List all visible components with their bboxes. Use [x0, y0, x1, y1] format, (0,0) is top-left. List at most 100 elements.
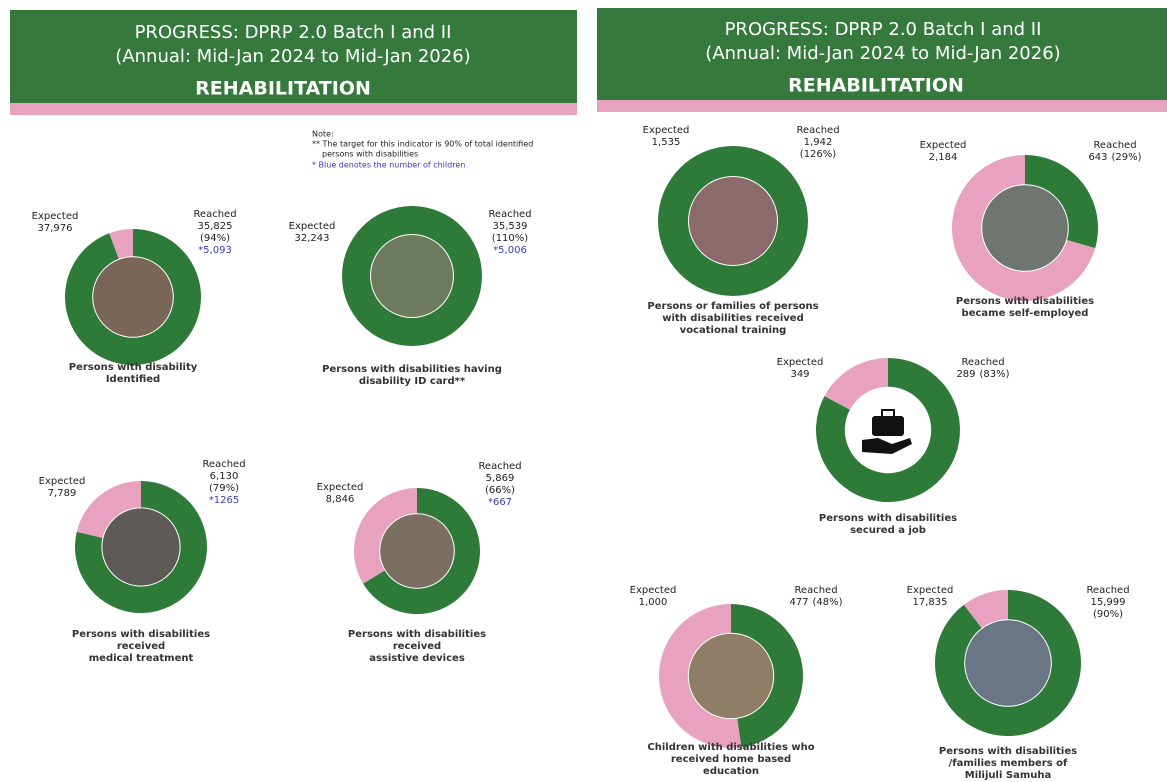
reached-arc: [658, 146, 808, 296]
chart-title: /families members of: [949, 758, 1068, 769]
header-title: PROGRESS: DPRP 2.0 Batch I and II: [135, 22, 452, 43]
reached-arc: [1025, 155, 1098, 249]
expected-label: Expected: [289, 221, 336, 232]
reached-label: Reached: [961, 357, 1004, 368]
reached-arc: [64, 229, 201, 365]
chart-title: with disabilities received: [662, 313, 804, 324]
reached-label: Reached: [794, 585, 837, 596]
icon-hand: [862, 438, 912, 454]
remaining-arc: [964, 590, 1008, 629]
header-strip: [597, 100, 1167, 112]
reached-value: 5,869: [486, 473, 515, 484]
note-line: ** The target for this indicator is 90% …: [312, 140, 533, 149]
expected-label: Expected: [920, 140, 967, 151]
photo: [93, 257, 173, 337]
expected-label: Expected: [907, 585, 954, 596]
icon-briefcase: [872, 416, 904, 436]
expected-value: 37,976: [38, 223, 73, 234]
reached-percent: (94%): [200, 233, 230, 244]
photo: [965, 620, 1051, 706]
reached-percent: (48%): [813, 597, 843, 608]
expected-label: Expected: [32, 211, 79, 222]
reached-label: Reached: [1093, 140, 1136, 151]
reached-label: Reached: [193, 209, 236, 220]
expected-value: 17,835: [913, 597, 948, 608]
chart-title: disability ID card**: [359, 376, 466, 387]
reached-label: Reached: [488, 209, 531, 220]
expected-value: 1,535: [652, 137, 681, 148]
chart-title: medical treatment: [89, 653, 194, 664]
chart-title: secured a job: [850, 525, 926, 536]
expected-value: 32,243: [295, 233, 330, 244]
chart-title: became self-employed: [962, 308, 1089, 319]
note-line: persons with disabilities: [322, 150, 418, 159]
reached-arc: [816, 358, 961, 502]
header-heading: REHABILITATION: [195, 78, 371, 100]
reached-percent: (83%): [980, 369, 1010, 380]
header-band: [10, 10, 577, 103]
reached-value: 289 (83%): [956, 369, 1009, 380]
reached-arc: [74, 481, 207, 613]
chart-title: Persons with disabilities: [956, 296, 1094, 307]
reached-arc: [731, 604, 803, 748]
reached-percent: (79%): [209, 483, 239, 494]
chart-title: assistive devices: [369, 653, 465, 664]
reached-percent: (29%): [1112, 152, 1142, 163]
chart-title: received home based: [671, 754, 791, 765]
reached-label: Reached: [796, 125, 839, 136]
photo: [688, 633, 774, 719]
reached-arc: [342, 206, 482, 346]
expected-label: Expected: [317, 482, 364, 493]
expected-value: 349: [790, 369, 809, 380]
photo: [689, 177, 777, 265]
photo: [380, 514, 454, 588]
reached-value: 15,999: [1091, 597, 1126, 608]
photo: [371, 235, 453, 317]
children-count: *5,093: [198, 245, 232, 256]
reached-percent: (110%): [492, 233, 528, 244]
expected-label: Expected: [39, 476, 86, 487]
reached-value: 35,825: [198, 221, 233, 232]
reached-arc: [934, 590, 1081, 736]
chart-title: received: [117, 641, 165, 652]
chart-title: Children with disabilities who: [647, 742, 814, 753]
chart-title: vocational training: [680, 325, 787, 336]
chart-title: education: [703, 766, 759, 777]
reached-value: 643 (29%): [1088, 152, 1141, 163]
children-count: *5,006: [493, 245, 527, 256]
reached-number: 643: [1088, 152, 1107, 163]
chart-title: Persons with disabilities having: [322, 364, 502, 375]
chart-title: Persons with disabilities: [819, 513, 957, 524]
chart-title: Persons or families of persons: [647, 301, 818, 312]
photo: [982, 185, 1068, 271]
remaining-arc: [354, 488, 417, 584]
expected-value: 2,184: [929, 152, 958, 163]
remaining-arc: [951, 155, 1096, 301]
reached-percent: (90%): [1093, 609, 1123, 620]
chart-title: Persons with disabilities: [348, 629, 486, 640]
remaining-arc: [658, 604, 742, 748]
expected-value: 1,000: [639, 597, 668, 608]
expected-label: Expected: [777, 357, 824, 368]
note-line: * Blue denotes the number of children: [312, 161, 465, 170]
chart-title: Persons with disability: [69, 362, 198, 373]
remaining-arc: [76, 481, 141, 538]
chart-title: Identified: [106, 374, 160, 385]
reached-label: Reached: [1086, 585, 1129, 596]
children-count: *1265: [209, 495, 239, 506]
expected-label: Expected: [630, 585, 677, 596]
photo: [102, 508, 180, 586]
reached-percent: (66%): [485, 485, 515, 496]
children-count: *667: [488, 497, 512, 508]
expected-value: 8,846: [326, 494, 355, 505]
reached-number: 289: [956, 369, 975, 380]
reached-value: 6,130: [210, 471, 239, 482]
header-subtitle: (Annual: Mid-Jan 2024 to Mid-Jan 2026): [705, 43, 1060, 64]
header-strip: [10, 103, 577, 115]
reached-arc: [363, 488, 480, 614]
chart-title: Milijuli Samuha: [965, 770, 1051, 781]
header-title: PROGRESS: DPRP 2.0 Batch I and II: [725, 19, 1042, 40]
header-heading: REHABILITATION: [788, 75, 964, 97]
reached-number: 477: [789, 597, 808, 608]
